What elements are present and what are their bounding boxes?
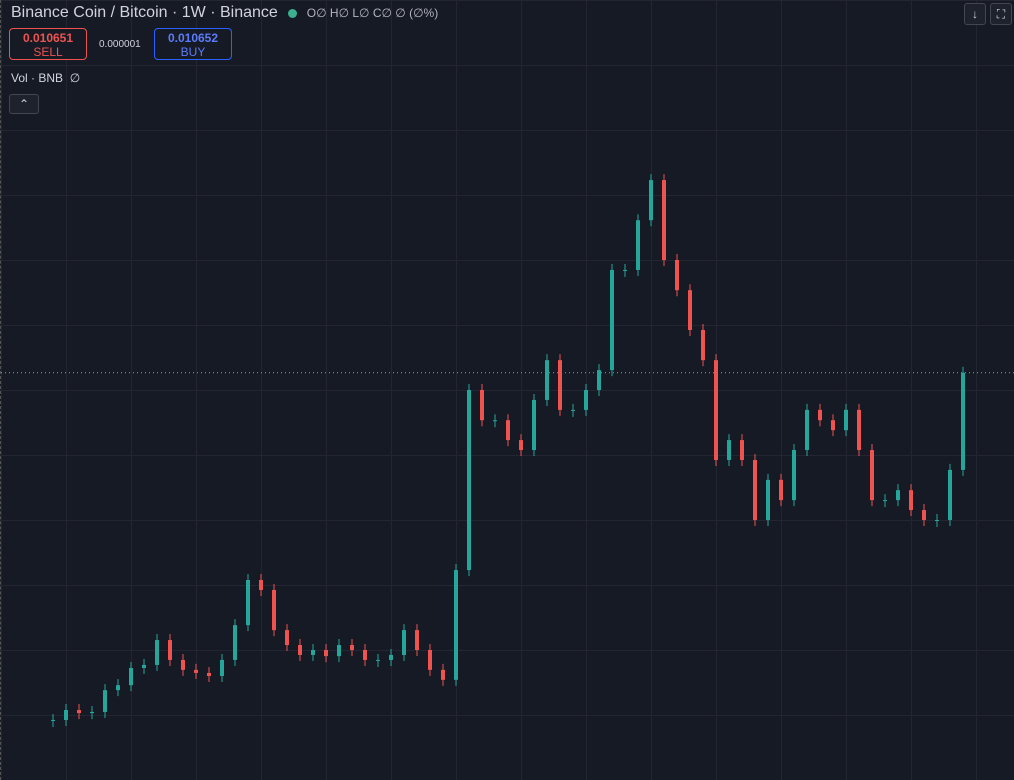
candle	[545, 360, 549, 400]
candle	[142, 664, 146, 668]
indicator-label: Vol · BNB	[11, 71, 64, 85]
candle	[441, 669, 445, 680]
candle	[883, 500, 887, 502]
candle	[207, 672, 211, 676]
candle	[64, 710, 68, 720]
sell-price: 0.010651	[22, 31, 74, 45]
candle	[363, 650, 367, 660]
sell-button[interactable]: 0.010651 SELL	[9, 28, 87, 60]
candle	[597, 370, 601, 390]
candle	[506, 420, 510, 441]
ohlc: O∅ H∅ L∅ C∅ ∅ (∅%)	[306, 6, 439, 20]
candle	[727, 440, 731, 460]
candle	[389, 654, 393, 660]
candle	[610, 269, 614, 371]
candle	[740, 440, 744, 460]
candle	[272, 589, 276, 631]
candle	[155, 640, 159, 665]
candle	[623, 269, 627, 271]
candle	[831, 420, 835, 431]
candle	[298, 645, 302, 655]
candle	[415, 630, 419, 650]
buy-label: BUY	[180, 45, 206, 59]
candle	[194, 669, 198, 673]
candle	[935, 520, 939, 521]
candle	[649, 180, 653, 221]
candle	[285, 630, 289, 646]
candle	[584, 390, 588, 410]
candle	[701, 329, 705, 361]
sell-label: SELL	[33, 45, 63, 59]
candle	[558, 360, 562, 410]
candle	[857, 409, 861, 451]
candle	[805, 409, 809, 451]
candle	[428, 650, 432, 670]
candle	[519, 440, 523, 451]
buy-price: 0.010652	[167, 31, 219, 45]
candle	[714, 360, 718, 460]
candle	[948, 469, 952, 520]
candle	[480, 390, 484, 421]
candle	[233, 625, 237, 660]
candle	[220, 659, 224, 676]
candle	[766, 479, 770, 520]
candle	[51, 719, 55, 721]
status-dot	[287, 8, 297, 18]
candle	[467, 390, 471, 571]
candle	[324, 650, 328, 657]
header: Binance Coin / Bitcoin · 1W · Binance O∅…	[11, 4, 438, 22]
candle	[246, 580, 250, 626]
candle	[636, 220, 640, 270]
candle	[662, 180, 666, 260]
spread: 0.000001	[99, 39, 141, 50]
indicator[interactable]: Vol · BNB ∅	[11, 71, 80, 85]
candle	[350, 645, 354, 650]
candle	[116, 685, 120, 691]
candle	[168, 640, 172, 660]
candle	[103, 690, 107, 712]
candle	[688, 290, 692, 330]
candle	[896, 490, 900, 501]
candle	[792, 450, 796, 501]
scroll-button[interactable]: ↓	[964, 3, 986, 25]
candle	[77, 710, 81, 714]
candle	[402, 630, 406, 655]
candle	[181, 659, 185, 670]
indicator-value: ∅	[69, 71, 81, 85]
candle	[675, 260, 679, 291]
candle	[532, 399, 536, 451]
candle	[818, 409, 822, 421]
buy-button[interactable]: 0.010652 BUY	[154, 28, 232, 60]
candle	[337, 645, 341, 657]
candle	[454, 570, 458, 680]
candle	[376, 659, 380, 661]
candle	[571, 409, 575, 411]
candle	[493, 420, 497, 422]
candle	[844, 409, 848, 431]
candle	[90, 711, 94, 714]
candle	[870, 450, 874, 501]
candle	[259, 580, 263, 590]
candle	[129, 667, 133, 686]
candle	[909, 490, 913, 511]
candle	[922, 510, 926, 520]
symbol[interactable]: Binance Coin / Bitcoin · 1W · Binance	[11, 4, 278, 21]
candle	[779, 479, 783, 501]
candle	[753, 459, 757, 520]
collapse-button[interactable]: ⌃	[9, 94, 39, 114]
fullscreen-button[interactable]: ⛶	[990, 3, 1012, 25]
candle	[311, 650, 315, 655]
candle	[961, 372, 965, 470]
